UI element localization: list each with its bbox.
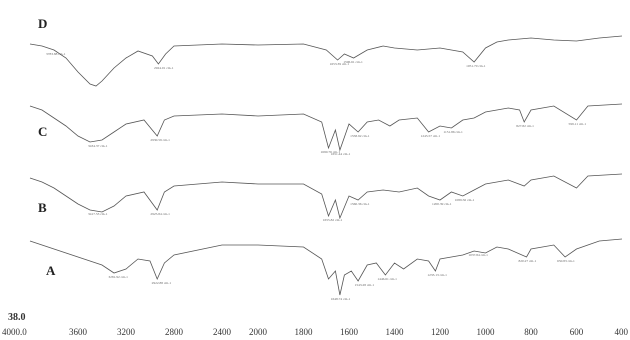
peak-label: 1558.92 cm-1	[350, 134, 370, 138]
trace-label-A: A	[46, 263, 56, 278]
spectrum-line-B	[30, 174, 622, 218]
peak-label: 3417.53 cm-1	[88, 212, 108, 216]
peak-label: 1051.70 cm-1	[466, 64, 486, 68]
peak-label: 1200.39 cm-1	[432, 202, 452, 206]
trace-label-C: C	[38, 124, 47, 139]
peak-label: 2924.01 cm-1	[154, 66, 174, 70]
x-tick-label: 2800	[165, 327, 184, 337]
peak-label: 1560.36 cm-1	[350, 202, 370, 206]
x-tick-label: 1800	[295, 327, 314, 337]
x-tick-label: 800	[524, 327, 538, 337]
y-axis-tick-label: 38.0	[8, 312, 26, 323]
trace-label-B: B	[38, 200, 47, 215]
peak-label: 1089.56 cm-1	[455, 198, 475, 202]
peak-label: 1596.61 cm-1	[343, 60, 363, 64]
x-tick-label: 4000.0	[2, 327, 27, 337]
x-tick-label: 3600	[69, 327, 88, 337]
x-tick-label: 1400	[386, 327, 405, 337]
peak-label: 1543.28 cm-1	[355, 283, 375, 287]
x-tick-label: 1200	[431, 327, 450, 337]
peak-label: 599.11 cm-1	[569, 122, 587, 126]
x-tick-label: 3200	[117, 327, 136, 337]
spectrum-line-A	[30, 239, 622, 295]
trace-label-D: D	[38, 16, 47, 31]
peak-label: 2922.88 cm-1	[152, 281, 172, 285]
x-tick-label: 2400	[213, 327, 232, 337]
peak-label: 1446.61 cm-1	[377, 277, 397, 281]
x-tick-label: 400	[615, 327, 629, 337]
x-tick-label: 1600	[340, 327, 359, 337]
peak-label: 1151.86 cm-1	[443, 130, 463, 134]
peak-label: 1655.82 cm-1	[323, 218, 343, 222]
peak-label: 650.83 cm-1	[557, 259, 575, 263]
peak-label: 827.82 cm-1	[516, 124, 534, 128]
peak-label: 1037.84 cm-1	[468, 253, 488, 257]
peak-label: 3783.88 cm-1	[46, 52, 66, 56]
peak-label: 1233.13 cm-1	[427, 273, 447, 277]
x-tick-label: 1000	[477, 327, 496, 337]
peak-label: 3281.92 cm-1	[108, 275, 128, 279]
peak-label: 2930.59 cm-1	[150, 138, 170, 142]
spectrum-line-D	[30, 36, 622, 86]
peak-label: 820.27 cm-1	[519, 259, 537, 263]
peak-label: 2925.84 cm-1	[150, 212, 170, 216]
peak-label: 3434.37 cm-1	[88, 144, 108, 148]
peak-label: 1651.44 cm-1	[331, 152, 351, 156]
peak-label: 1648.74 cm-1	[331, 297, 351, 301]
x-tick-label: 600	[570, 327, 584, 337]
x-tick-label: 2000	[249, 327, 268, 337]
peak-label: 1245.57 cm-1	[421, 134, 441, 138]
